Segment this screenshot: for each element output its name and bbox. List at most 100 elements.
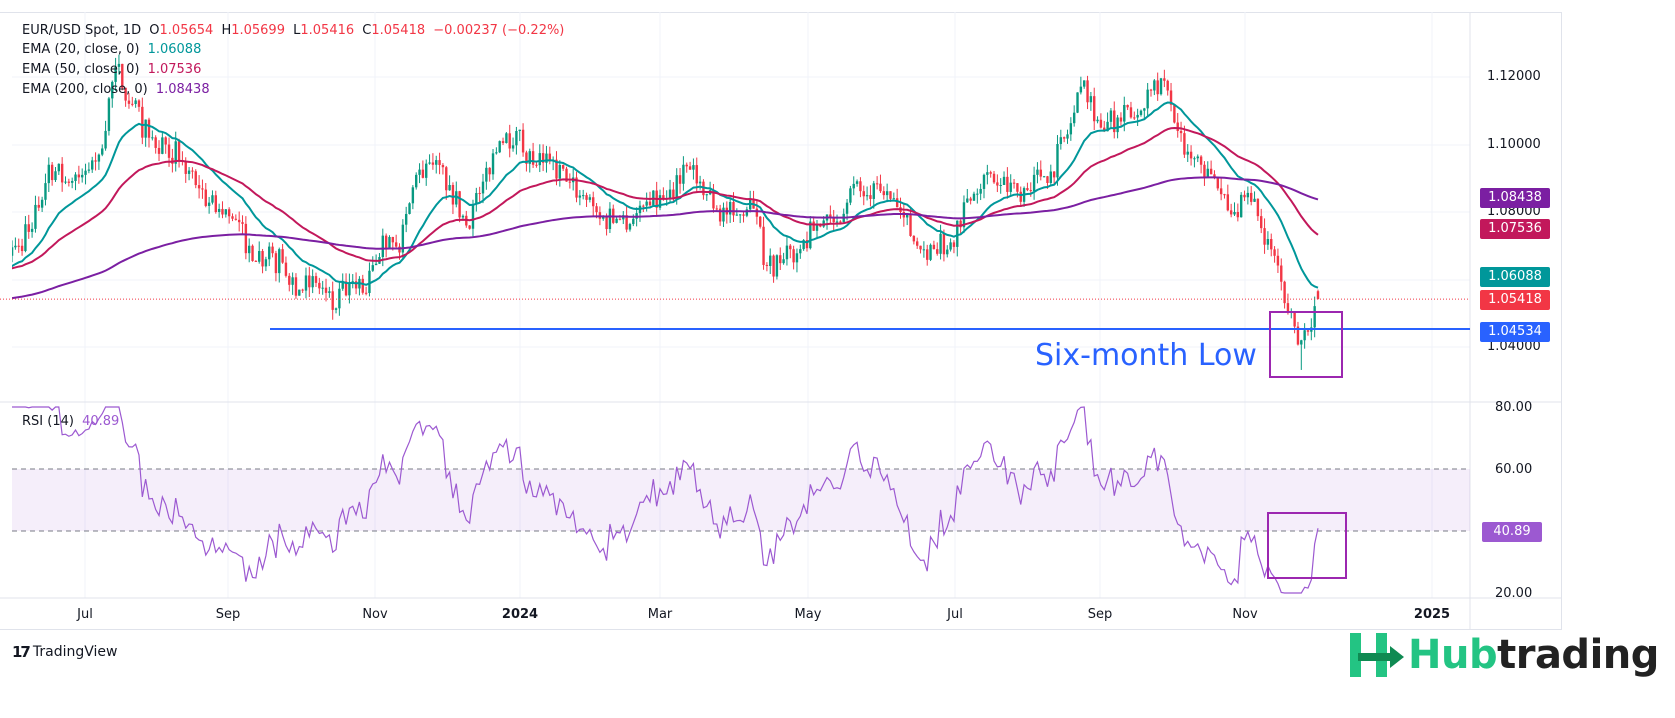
candle-body bbox=[775, 255, 779, 277]
candle-body bbox=[759, 216, 762, 227]
candle-body bbox=[905, 214, 909, 218]
hubtrading-trading: trading bbox=[1497, 632, 1659, 678]
candle bbox=[1133, 111, 1136, 120]
close-label: C bbox=[362, 23, 372, 38]
candle-body bbox=[932, 244, 936, 250]
candle bbox=[1042, 175, 1046, 178]
candle-body bbox=[1156, 80, 1159, 95]
candle-body bbox=[1176, 122, 1179, 131]
candle-body bbox=[1266, 239, 1270, 245]
candle bbox=[1166, 79, 1169, 96]
candle bbox=[815, 220, 819, 240]
candle-body bbox=[157, 147, 161, 154]
candle bbox=[144, 119, 147, 147]
low-label: L bbox=[293, 23, 301, 38]
candle bbox=[725, 201, 729, 224]
candle-body bbox=[565, 168, 568, 182]
candle bbox=[1186, 144, 1189, 162]
candle bbox=[749, 190, 752, 213]
candle-body bbox=[54, 171, 57, 181]
rsi-badge: 40.89 bbox=[1482, 522, 1542, 542]
candle bbox=[952, 240, 956, 254]
candle-body bbox=[1036, 169, 1039, 175]
tradingview-logo[interactable]: 17 TradingView bbox=[12, 643, 117, 661]
candle-body bbox=[575, 177, 578, 198]
candle bbox=[274, 250, 278, 282]
candle-body bbox=[832, 216, 835, 223]
candle-body bbox=[1079, 86, 1083, 93]
candle-body bbox=[30, 228, 34, 232]
candle-body bbox=[1223, 194, 1226, 196]
candle-body bbox=[1059, 137, 1063, 145]
candle-body bbox=[869, 195, 872, 199]
candle bbox=[455, 181, 458, 208]
candle bbox=[892, 192, 896, 200]
candle-body bbox=[732, 202, 735, 216]
ema200-value: 1.08438 bbox=[155, 82, 210, 97]
candle bbox=[60, 157, 64, 192]
candle bbox=[1270, 233, 1273, 257]
candle-body bbox=[545, 153, 548, 163]
candle bbox=[1093, 87, 1096, 131]
symbol-label: EUR/USD Spot, 1D bbox=[22, 23, 142, 38]
candle-body bbox=[642, 205, 645, 207]
candle-body bbox=[1042, 176, 1046, 178]
candle-body bbox=[558, 164, 562, 179]
candle bbox=[1216, 177, 1219, 191]
candle-body bbox=[381, 235, 384, 258]
candle bbox=[779, 247, 782, 270]
candle bbox=[628, 222, 632, 232]
candle bbox=[862, 185, 865, 206]
candle-body bbox=[976, 193, 979, 195]
price-tick: 1.12000 bbox=[1487, 69, 1541, 84]
candle-body bbox=[1203, 164, 1206, 178]
candle bbox=[962, 195, 966, 234]
candle bbox=[107, 96, 111, 136]
candle-body bbox=[388, 236, 391, 248]
candle bbox=[775, 254, 779, 280]
time-tick: 2025 bbox=[1413, 607, 1451, 622]
candle-body bbox=[1029, 190, 1032, 192]
candle bbox=[585, 192, 588, 207]
candle bbox=[1276, 248, 1280, 274]
candle bbox=[551, 156, 555, 171]
candle-body bbox=[865, 195, 869, 197]
candle-body bbox=[338, 288, 341, 309]
candle bbox=[1183, 125, 1186, 158]
candle-body bbox=[217, 208, 221, 212]
candle bbox=[70, 177, 74, 189]
candle-body bbox=[1253, 198, 1256, 202]
candle-body bbox=[628, 224, 632, 230]
candle bbox=[1223, 193, 1226, 199]
candle-body bbox=[278, 249, 281, 274]
candle bbox=[30, 222, 34, 238]
candle bbox=[24, 216, 27, 253]
candle-body bbox=[738, 214, 742, 216]
candle bbox=[4, 254, 6, 275]
candle-body bbox=[772, 255, 775, 277]
candle-body bbox=[241, 222, 244, 224]
candle-body bbox=[455, 191, 458, 205]
candle-body bbox=[107, 98, 111, 131]
candle bbox=[191, 167, 194, 179]
tradingview-label: TradingView bbox=[32, 644, 118, 660]
candle bbox=[859, 177, 862, 198]
candle-body bbox=[438, 160, 441, 166]
candle bbox=[1296, 321, 1300, 346]
candle-body bbox=[435, 160, 438, 165]
candle bbox=[1119, 112, 1123, 126]
candle-body bbox=[144, 119, 147, 138]
candle-body bbox=[234, 218, 238, 220]
candle-body bbox=[849, 188, 852, 203]
candle bbox=[959, 219, 962, 235]
candle-body bbox=[404, 213, 408, 225]
ema200-price-badge: 1.08438 bbox=[1480, 188, 1550, 208]
candle-body bbox=[34, 204, 37, 229]
candle-body bbox=[141, 106, 144, 138]
candle bbox=[358, 276, 361, 296]
ema50-price-badge: 1.07536 bbox=[1480, 219, 1550, 239]
candle-body bbox=[127, 100, 131, 104]
candle-body bbox=[585, 195, 588, 200]
candle bbox=[438, 152, 441, 175]
